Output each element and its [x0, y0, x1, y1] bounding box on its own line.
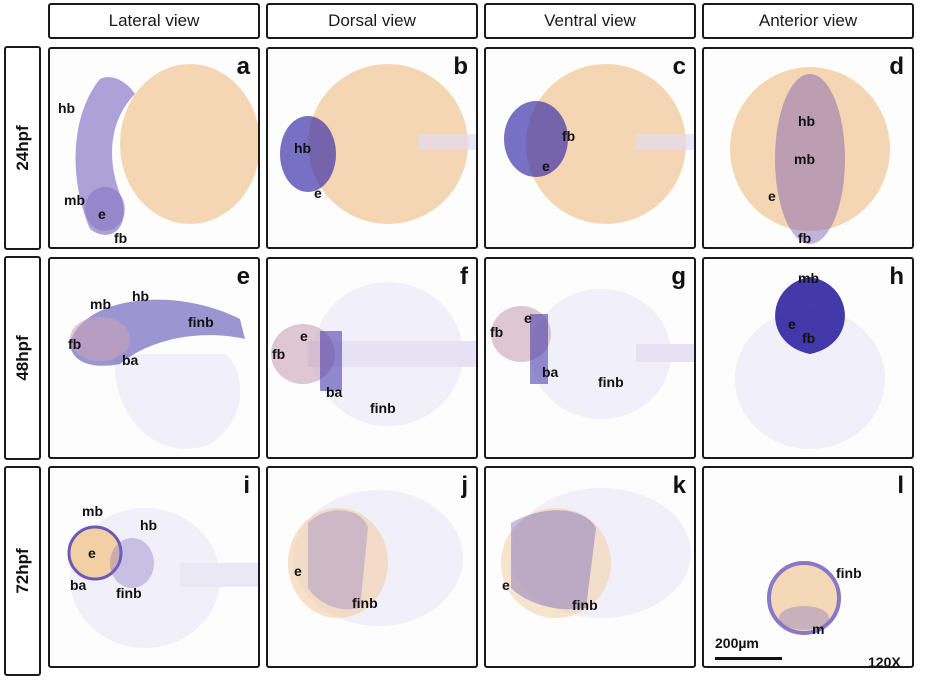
annotation-label: e	[524, 310, 532, 326]
annotation-label: e	[502, 577, 510, 593]
panel-j-dorsal-72hpf: j e finb	[266, 466, 478, 668]
annotation-label: fb	[272, 346, 286, 362]
scale-bar-label: 200µm	[715, 635, 759, 651]
annotation-label: finb	[352, 595, 378, 611]
panel-f-dorsal-48hpf: f e fb ba finb	[266, 257, 478, 459]
annotation-label: fb	[798, 230, 812, 246]
panel-letter: h	[889, 263, 904, 290]
column-header-ventral: Ventral view	[484, 3, 696, 39]
column-header-label: Ventral view	[544, 11, 636, 30]
annotation-label: mb	[64, 192, 85, 208]
embryo-image	[730, 67, 890, 244]
column-header-label: Anterior view	[758, 11, 858, 30]
panel-c-ventral-24hpf: c fb e	[484, 47, 696, 249]
embryo-image	[280, 64, 476, 224]
annotation-label: finb	[370, 400, 396, 416]
panel-a-lateral-24hpf: a hb mb e fb	[48, 47, 260, 249]
panel-letter: k	[672, 472, 686, 499]
panel-l-anterior-72hpf: l finb m	[702, 466, 914, 668]
row-label-text: 24hpf	[12, 125, 32, 171]
embryo-image	[75, 64, 258, 235]
embryo-image	[271, 282, 476, 426]
annotation-label: e	[788, 316, 796, 332]
annotation-label: fb	[802, 330, 816, 346]
annotation-label: e	[98, 206, 106, 222]
annotation-label: e	[314, 185, 322, 201]
annotation-label: hb	[132, 288, 150, 304]
annotation-label: finb	[188, 314, 214, 330]
scale-bar	[715, 657, 782, 660]
annotation-label: ba	[542, 364, 559, 380]
annotation-label: ba	[122, 352, 139, 368]
panel-e-lateral-48hpf: e mb hb fb ba finb	[48, 257, 260, 459]
embryo-image	[70, 299, 245, 449]
annotation-label: e	[88, 545, 96, 561]
panel-k-ventral-72hpf: k e finb	[484, 466, 696, 668]
column-header-label: Dorsal view	[328, 11, 416, 30]
annotation-label: fb	[114, 230, 128, 246]
annotation-label: finb	[836, 565, 862, 581]
panel-i-lateral-72hpf: i mb hb e ba finb	[48, 466, 260, 668]
annotation-label: ba	[70, 577, 87, 593]
row-label-72hpf: 72hpf	[4, 466, 41, 676]
panel-h-anterior-48hpf: h mb e fb	[702, 257, 914, 459]
row-label-24hpf: 24hpf	[4, 46, 41, 250]
panel-b-dorsal-24hpf: b hb e	[266, 47, 478, 249]
panel-letter: c	[672, 53, 686, 80]
panel-letter: i	[243, 472, 250, 499]
panel-letter: e	[236, 263, 250, 290]
row-label-48hpf: 48hpf	[4, 256, 41, 460]
annotation-label: fb	[562, 128, 576, 144]
embryo-image	[504, 64, 694, 224]
embryo-image	[767, 561, 841, 635]
annotation-label: ba	[326, 384, 343, 400]
annotation-label: hb	[58, 100, 76, 116]
embryo-image	[501, 488, 691, 618]
panel-letter: j	[461, 472, 468, 499]
annotation-label: hb	[798, 113, 816, 129]
annotation-label: hb	[294, 140, 312, 156]
annotation-label: hb	[140, 517, 158, 533]
embryo-image	[67, 508, 258, 648]
annotation-label: e	[300, 328, 308, 344]
embryo-image	[491, 289, 694, 419]
panel-letter: d	[889, 53, 904, 80]
embryo-image	[288, 490, 463, 626]
annotation-label: finb	[116, 585, 142, 601]
annotation-label: e	[768, 188, 776, 204]
annotation-label: mb	[798, 270, 819, 286]
annotation-label: mb	[90, 296, 111, 312]
panel-letter: b	[453, 53, 468, 80]
annotation-label: e	[542, 158, 550, 174]
column-header-anterior: Anterior view	[702, 3, 914, 39]
annotation-label: finb	[598, 374, 624, 390]
annotation-label: mb	[82, 503, 103, 519]
annotation-label: fb	[490, 324, 504, 340]
row-label-text: 48hpf	[12, 335, 32, 381]
annotation-label: e	[294, 563, 302, 579]
panel-g-ventral-48hpf: g e fb ba finb	[484, 257, 696, 459]
panel-letter: l	[897, 472, 904, 499]
annotation-label: finb	[572, 597, 598, 613]
column-header-dorsal: Dorsal view	[266, 3, 478, 39]
panel-d-anterior-24hpf: d hb mb e fb	[702, 47, 914, 249]
column-header-lateral: Lateral view	[48, 3, 260, 39]
annotation-label: mb	[794, 151, 815, 167]
embryo-image	[735, 277, 885, 449]
magnification-label: 120X	[868, 654, 901, 670]
panel-letter: g	[671, 263, 686, 290]
annotation-label: fb	[68, 336, 82, 352]
panel-letter: a	[236, 53, 250, 80]
panel-letter: f	[460, 263, 468, 290]
column-header-label: Lateral view	[108, 11, 200, 30]
row-label-text: 72hpf	[12, 548, 32, 594]
annotation-label: m	[812, 621, 825, 637]
